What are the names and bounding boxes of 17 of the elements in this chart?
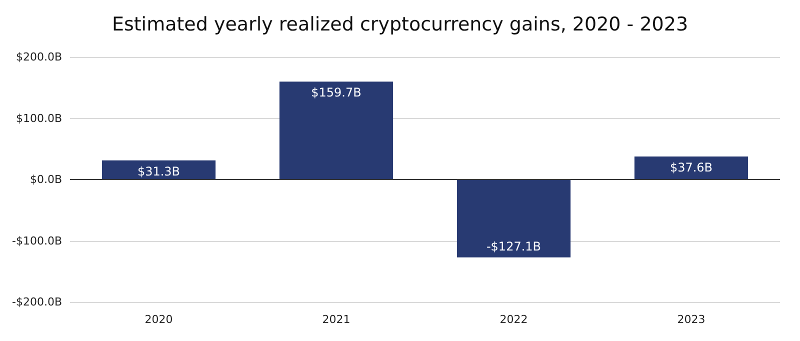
- bar: [634, 156, 748, 180]
- data-label: $31.3B: [137, 164, 180, 178]
- data-label: $37.6B: [670, 160, 713, 174]
- x-tick-label: 2022: [500, 313, 528, 326]
- x-tick-label: 2023: [677, 313, 706, 326]
- bar: [456, 180, 571, 258]
- x-tick-label: 2021: [322, 313, 350, 326]
- y-tick-label: $0.0B: [30, 173, 62, 186]
- data-label: $159.7B: [311, 86, 362, 100]
- y-tick-label: $100.0B: [16, 112, 62, 125]
- x-tick-label: 2020: [144, 313, 173, 326]
- bar: [279, 82, 394, 180]
- y-tick-label: $200.0B: [16, 50, 62, 64]
- data-label: -$127.1B: [486, 239, 542, 254]
- chart-title: Estimated yearly realized cryptocurrency gains, 2020 - 2023: [112, 14, 688, 36]
- y-tick-label: -$200.0B: [12, 296, 62, 308]
- y-tick-label: -$100.0B: [12, 234, 62, 248]
